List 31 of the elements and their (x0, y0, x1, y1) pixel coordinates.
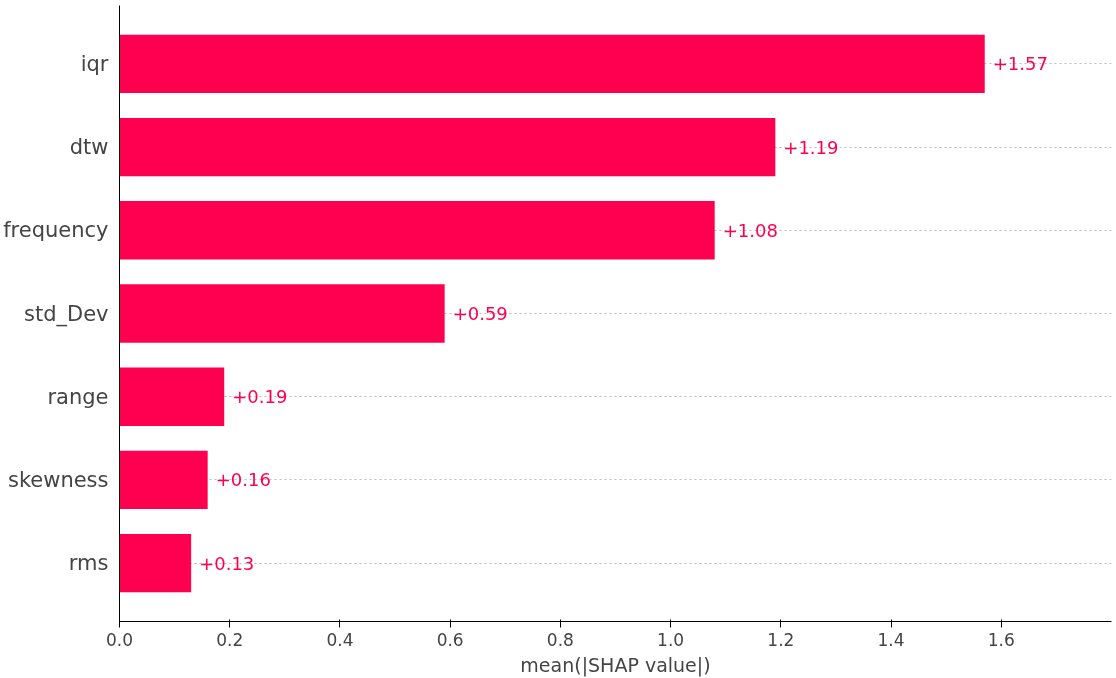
y-tick-label: iqr (80, 51, 109, 76)
data-label: +0.16 (215, 469, 271, 491)
y-tick-label: rms (68, 551, 109, 576)
bar (119, 117, 776, 177)
data-label: +0.19 (232, 386, 288, 408)
x-axis-title: mean(|SHAP value|) (520, 653, 711, 677)
bar (119, 284, 445, 343)
data-label: +1.57 (992, 53, 1048, 75)
x-tick-label: 1.6 (987, 629, 1015, 650)
y-tick-label: dtw (69, 135, 109, 160)
y-tick-label: frequency (3, 218, 109, 243)
x-tick-label: 1.0 (657, 629, 685, 650)
x-tick-label: 0.2 (216, 629, 244, 650)
x-tick-label: 1.4 (877, 629, 905, 650)
bar (119, 367, 225, 426)
bar (119, 534, 192, 593)
y-tick-label: range (47, 384, 109, 409)
data-label: +0.13 (199, 552, 255, 574)
data-label: +1.08 (722, 219, 778, 241)
x-tick-label: 0.6 (436, 629, 464, 650)
x-tick-label: 0.4 (326, 629, 354, 650)
bar (119, 34, 985, 93)
bar (119, 450, 208, 510)
data-label: +1.19 (783, 136, 839, 158)
x-tick-label: 1.2 (767, 629, 795, 650)
x-tick-label: 0.8 (546, 629, 574, 650)
x-tick-label: 0.0 (105, 629, 134, 650)
y-tick-label: skewness (7, 467, 109, 492)
data-label: +0.59 (452, 303, 508, 324)
bar (119, 201, 715, 260)
y-tick-label: std_Dev (23, 301, 109, 327)
